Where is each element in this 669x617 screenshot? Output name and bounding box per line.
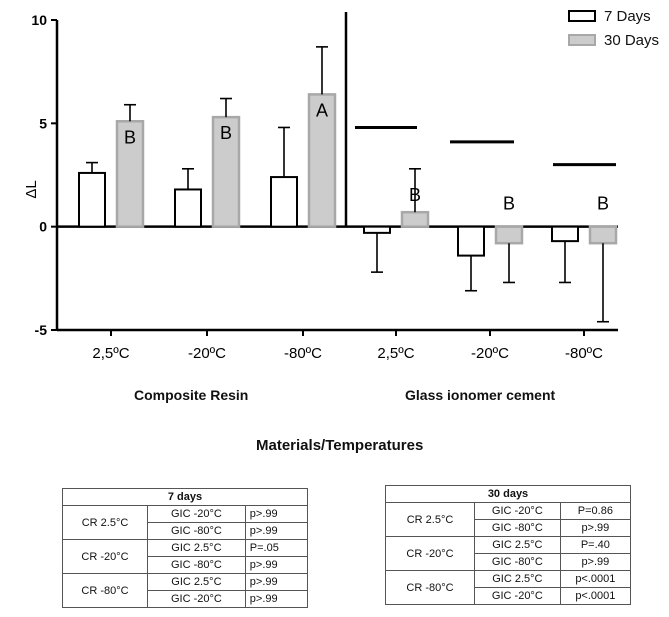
x-axis-title: Materials/Temperatures (256, 437, 424, 454)
y-axis-label: ΔL (23, 180, 40, 198)
bar (174, 188, 202, 228)
stats-group-label: CR -20°C (385, 536, 475, 571)
x-tick-label: -80ºC (284, 345, 322, 360)
stats-cell: GIC -80°C (147, 522, 246, 540)
y-tick-label: 0 (39, 219, 47, 235)
stats-cell: p<.0001 (559, 587, 632, 605)
stats-cell: GIC 2.5°C (147, 573, 246, 591)
x-tick-label: 2,5ºC (377, 345, 414, 360)
bar (400, 210, 430, 228)
stats-cell: GIC -20°C (147, 505, 246, 523)
x-tick-label: 2,5ºC (92, 345, 129, 360)
stats-cell: p>.99 (559, 519, 632, 537)
bar-chart: -5 0 5 10 ΔL 2,5ºC -20ºC -80ºC 2,5ºC -20ºC -80ºC B B… (23, 12, 618, 360)
stats-table-7-days: 7 days CR 2.5°C GIC -20°C p>.99 GIC -80°… (62, 488, 309, 608)
stats-cell: P=.40 (559, 536, 632, 554)
stats-table-title: 30 days (385, 485, 631, 503)
stats-cell: GIC 2.5°C (147, 539, 246, 557)
significance-letter: B (597, 194, 609, 214)
bar (457, 225, 485, 257)
stats-cell: p>.99 (244, 573, 309, 591)
bar (363, 225, 391, 234)
significance-letter: B (503, 194, 515, 214)
legend-swatch-7-days (568, 10, 596, 22)
y-tick-label: 10 (31, 12, 47, 28)
bar (494, 225, 524, 245)
group-label-glass-ionomer-cement: Glass ionomer cement (405, 387, 556, 403)
bar (270, 176, 298, 228)
legend-item-7-days: 7 Days (568, 4, 659, 28)
x-tick-label: -80ºC (565, 345, 603, 360)
stats-cell: p>.99 (244, 505, 309, 523)
stats-group-label: CR 2.5°C (385, 502, 475, 537)
stats-cell: p>.99 (244, 590, 309, 608)
bar (115, 120, 145, 228)
stats-cell: GIC -80°C (474, 553, 561, 571)
stats-group-label: CR 2.5°C (62, 505, 148, 540)
y-tick-label: -5 (35, 322, 48, 338)
x-tick-label: -20ºC (188, 345, 226, 360)
legend: 7 Days 30 Days (568, 4, 659, 52)
stats-cell: GIC -20°C (474, 587, 561, 605)
stats-group-label: CR -80°C (62, 573, 148, 608)
bar (78, 171, 106, 228)
stats-cell: P=0.86 (559, 502, 632, 520)
stats-group-label: CR -20°C (62, 539, 148, 574)
stats-cell: GIC 2.5°C (474, 536, 561, 554)
bar (588, 225, 618, 245)
bar (551, 225, 579, 243)
legend-swatch-30-days (568, 34, 596, 46)
stats-cell: p<.0001 (559, 570, 632, 588)
stats-cell: GIC -80°C (147, 556, 246, 574)
legend-label-7-days: 7 Days (604, 7, 651, 25)
stats-table-title: 7 days (62, 488, 308, 506)
stats-group-label: CR -80°C (385, 570, 475, 605)
significance-letter: B (220, 123, 232, 143)
bar (307, 93, 337, 228)
stats-cell: GIC -80°C (474, 519, 561, 537)
stats-cell: P=.05 (244, 539, 309, 557)
legend-item-30-days: 30 Days (568, 28, 659, 52)
significance-letter: B (409, 185, 421, 205)
stats-cell: p>.99 (244, 522, 309, 540)
stats-cell: GIC -20°C (474, 502, 561, 520)
stats-table-30-days: 30 days CR 2.5°C GIC -20°C P=0.86 GIC -8… (385, 485, 632, 605)
stats-cell: GIC 2.5°C (474, 570, 561, 588)
stats-cell: p>.99 (244, 556, 309, 574)
x-tick-label: -20ºC (471, 345, 509, 360)
legend-label-30-days: 30 Days (604, 31, 660, 49)
stats-cell: GIC -20°C (147, 590, 246, 608)
significance-letter: B (124, 127, 136, 147)
y-tick-label: 5 (39, 115, 47, 131)
stats-cell: p>.99 (559, 553, 632, 571)
group-label-composite-resin: Composite Resin (134, 387, 249, 403)
significance-letter: A (316, 100, 328, 120)
bar (211, 115, 241, 228)
